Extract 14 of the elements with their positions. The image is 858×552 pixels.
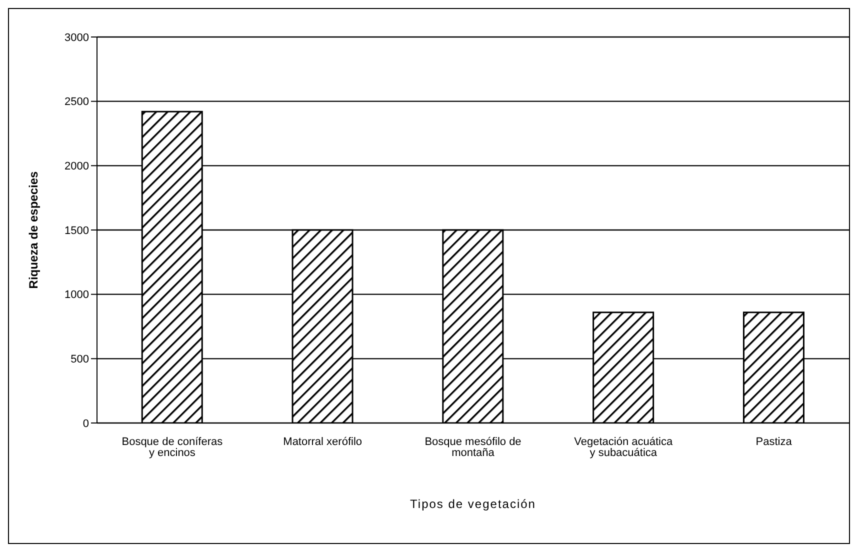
y-axis-title: Riqueza de especies	[26, 170, 40, 289]
x-tick-label: Pastiza	[756, 436, 793, 448]
y-tick-label: 0	[82, 418, 89, 430]
y-tick-label: 1000	[64, 289, 89, 302]
y-tick-label: 500	[70, 354, 89, 366]
y-tick-label: 1500	[64, 224, 89, 237]
x-tick-label: Bosque de coníferas y encinos	[122, 436, 224, 459]
x-tick-label: Vegetación acuática y subacuática	[574, 436, 674, 459]
y-tick-label: 2500	[64, 96, 89, 108]
y-tick-label: 2000	[64, 160, 89, 173]
x-axis-title: Tipos de vegetación	[410, 497, 536, 511]
x-tick-label: Bosque mesófilo de montaña	[424, 436, 522, 459]
y-tick-label: 3000	[64, 32, 89, 44]
x-tick-label: Matorral xerófilo	[283, 436, 362, 448]
